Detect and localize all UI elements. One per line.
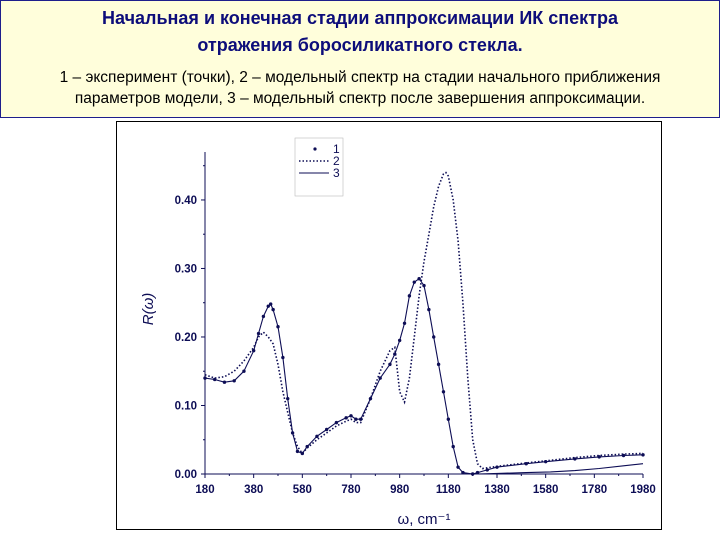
series-1-point	[286, 396, 290, 401]
subtitle-line-1: 1 – эксперимент (точки), 2 – модельный с…	[59, 69, 661, 86]
chart-legend: 123	[294, 137, 344, 197]
series-1-point	[417, 277, 421, 281]
series-1-line	[204, 277, 644, 475]
series-1-point	[232, 379, 236, 383]
series-1-point	[641, 453, 645, 457]
title-line-2: отражения боросиликатного стекла.	[197, 35, 523, 55]
series-1-point	[543, 459, 548, 464]
series-1-point	[354, 417, 358, 421]
series-1-point	[269, 302, 273, 306]
series-1-point	[456, 465, 460, 469]
chart-series-layer	[203, 171, 645, 476]
x-axis-title: ω, cm⁻¹	[398, 511, 451, 528]
legend-label-1: 1	[333, 142, 340, 156]
series-1-point	[256, 331, 261, 336]
legend-label-3: 3	[333, 166, 340, 180]
slide-title: Начальная и конечная стадии аппроксимаци…	[1, 5, 719, 59]
x-tick-label: 180	[195, 484, 214, 496]
series-1-point	[261, 314, 266, 319]
series-1-point	[427, 307, 431, 312]
series-1-point	[378, 376, 382, 380]
series-1-point	[281, 355, 285, 360]
series-1-point	[446, 417, 451, 421]
series-1-point	[436, 362, 441, 367]
x-tick-label: 780	[341, 484, 360, 496]
y-tick-label: 0.10	[175, 400, 197, 412]
y-tick-label: 0.20	[175, 332, 197, 344]
series-3-line	[448, 463, 644, 475]
x-tick-label: 380	[244, 484, 263, 496]
x-tick-label: 1180	[436, 484, 461, 496]
series-1-point	[295, 449, 300, 454]
series-1-point	[334, 420, 339, 425]
series-1-point	[402, 321, 407, 325]
x-tick-label: 1780	[582, 484, 608, 496]
y-tick-label: 0.00	[175, 469, 197, 481]
series-1-point	[242, 369, 246, 373]
chart-axes: 180 380 580 780 980 1180 1380 1580 1780 1980 0.00 0…	[140, 152, 656, 528]
y-axis-title: R(ω)	[140, 293, 157, 326]
x-tick-label: 1580	[533, 484, 559, 496]
series-1-point	[388, 362, 392, 367]
series-1-point	[324, 427, 329, 432]
chart-svg: 123 180 380 580 780 980 1180 1380 1580 1780 1980 0…	[140, 137, 656, 528]
title-line-1: Начальная и конечная стадии аппроксимаци…	[102, 8, 618, 28]
series-1-point	[315, 434, 319, 439]
series-1-point	[422, 283, 426, 288]
series-1-point	[397, 338, 402, 343]
x-tick-label: 1380	[484, 484, 510, 496]
series-1-point	[203, 376, 207, 380]
legend-label-2: 2	[333, 154, 340, 168]
x-tick-label: 580	[293, 484, 312, 496]
x-tick-label: 1980	[630, 484, 656, 496]
slide-header: Начальная и конечная стадии аппроксимаци…	[0, 0, 720, 118]
legend-frame	[294, 137, 344, 197]
series-1-point	[344, 416, 348, 420]
series-1-point	[266, 304, 270, 308]
x-tick-label: 980	[390, 484, 409, 496]
series-1-point	[407, 294, 412, 298]
series-1-point	[441, 390, 446, 394]
slide-subtitle: 1 – эксперимент (точки), 2 – модельный с…	[1, 67, 719, 109]
legend-swatch-1	[313, 147, 317, 151]
series-1-point	[412, 280, 416, 284]
y-tick-label: 0.30	[175, 263, 197, 275]
series-1-point	[349, 414, 353, 418]
series-1-point	[451, 444, 455, 449]
series-1-point	[432, 335, 436, 339]
series-1-point	[276, 325, 280, 329]
subtitle-line-2: параметров модели, 3 – модельный спектр …	[74, 90, 646, 107]
series-1-point	[222, 380, 227, 384]
series-2-line	[204, 171, 644, 470]
series-1-point	[271, 307, 275, 312]
series-1-point	[485, 468, 489, 472]
y-tick-label: 0.40	[175, 195, 197, 207]
